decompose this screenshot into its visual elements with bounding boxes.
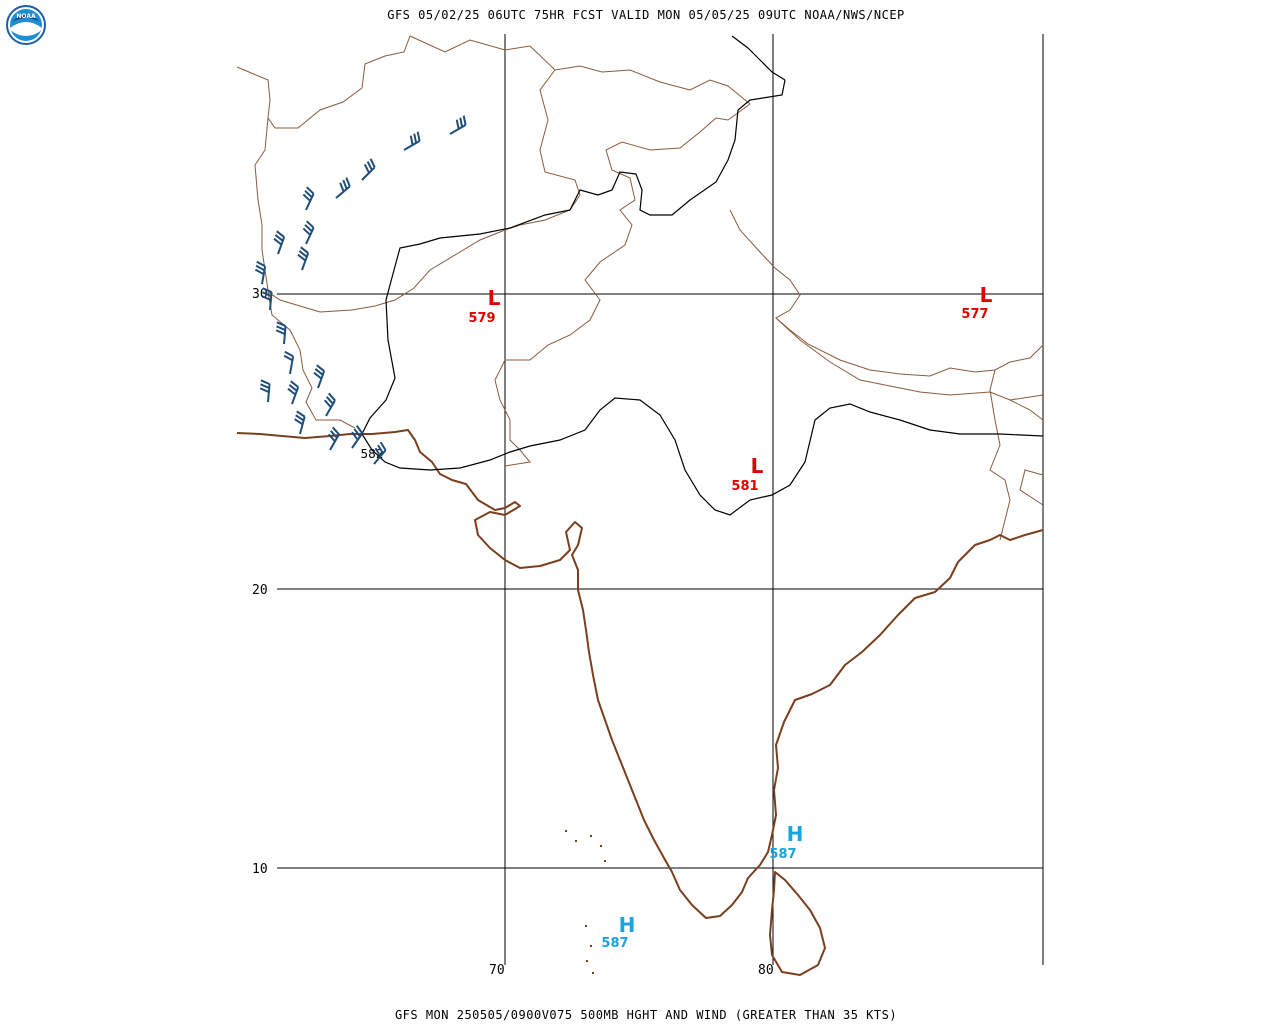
- wind-barb: [287, 380, 300, 405]
- low-value: 581: [731, 479, 758, 494]
- wind-barb: [302, 186, 315, 211]
- wind-barb: [259, 379, 271, 403]
- wind-barb: [323, 392, 336, 417]
- afghanistan-pakistan-boundary: [267, 69, 581, 313]
- contour-582: [361, 79, 1044, 516]
- wind-barb: [361, 158, 376, 181]
- low-marker: L: [751, 454, 764, 478]
- iran-afghanistan-north: [236, 35, 411, 129]
- wind-barb: [403, 131, 421, 151]
- wind-barb: [351, 425, 364, 449]
- contour-north: [731, 35, 786, 81]
- wind-barb: [449, 115, 467, 135]
- low-system-577: L 577: [961, 283, 992, 322]
- wind-barb: [335, 177, 351, 199]
- wind-barb: [373, 441, 387, 465]
- grid-labels: 30 20 10 70 80: [252, 287, 774, 978]
- lat-lon-grid: [277, 34, 1044, 965]
- high-system-587-south: H 587: [601, 913, 635, 951]
- wind-barb: [313, 364, 326, 389]
- pressure-systems: L 579 L 577 L 581 H 587 H 587: [468, 283, 992, 951]
- lat-label-30: 30: [252, 287, 268, 302]
- wind-barb: [294, 410, 306, 435]
- wind-barb: [302, 220, 315, 245]
- wind-barb: [261, 287, 273, 311]
- low-marker: L: [980, 283, 993, 307]
- height-contours: 582: [361, 35, 1044, 516]
- low-system-581: L 581: [731, 454, 763, 494]
- high-value: 587: [601, 936, 628, 951]
- wind-barb: [327, 426, 340, 451]
- map-subtitle: GFS MON 250505/0900V075 500MB HGHT AND W…: [394, 1008, 898, 1022]
- high-system-587-east: H 587: [769, 822, 803, 862]
- noaa-logo-icon: NOAA: [6, 5, 46, 45]
- lat-label-20: 20: [252, 583, 268, 598]
- wind-barbs: [254, 115, 467, 465]
- wind-barb: [273, 230, 286, 255]
- nepal-boundary: [729, 209, 1044, 377]
- wind-barb: [275, 321, 287, 345]
- coastline: [236, 429, 1044, 976]
- wind-barb: [283, 350, 295, 375]
- lon-label-80: 80: [758, 963, 774, 978]
- lat-label-10: 10: [252, 862, 268, 877]
- political-boundaries: [236, 35, 1044, 541]
- india-coastline: [236, 429, 1044, 919]
- islands: [565, 830, 606, 974]
- low-value: 577: [961, 307, 988, 322]
- logo-text: NOAA: [16, 13, 36, 20]
- high-marker: H: [787, 822, 804, 846]
- high-value: 587: [769, 847, 796, 862]
- wind-barb: [297, 246, 310, 271]
- map-title: GFS 05/02/25 06UTC 75HR FCST VALID MON 0…: [387, 8, 905, 22]
- india-pakistan-boundary: [494, 103, 751, 467]
- low-marker: L: [488, 286, 501, 310]
- high-marker: H: [619, 913, 636, 937]
- low-value: 579: [468, 311, 495, 326]
- low-system-579: L 579: [468, 286, 500, 326]
- sri-lanka-coastline: [769, 871, 826, 976]
- bangladesh-boundary: [989, 369, 1011, 541]
- lon-label-70: 70: [489, 963, 505, 978]
- wind-barb: [254, 260, 267, 285]
